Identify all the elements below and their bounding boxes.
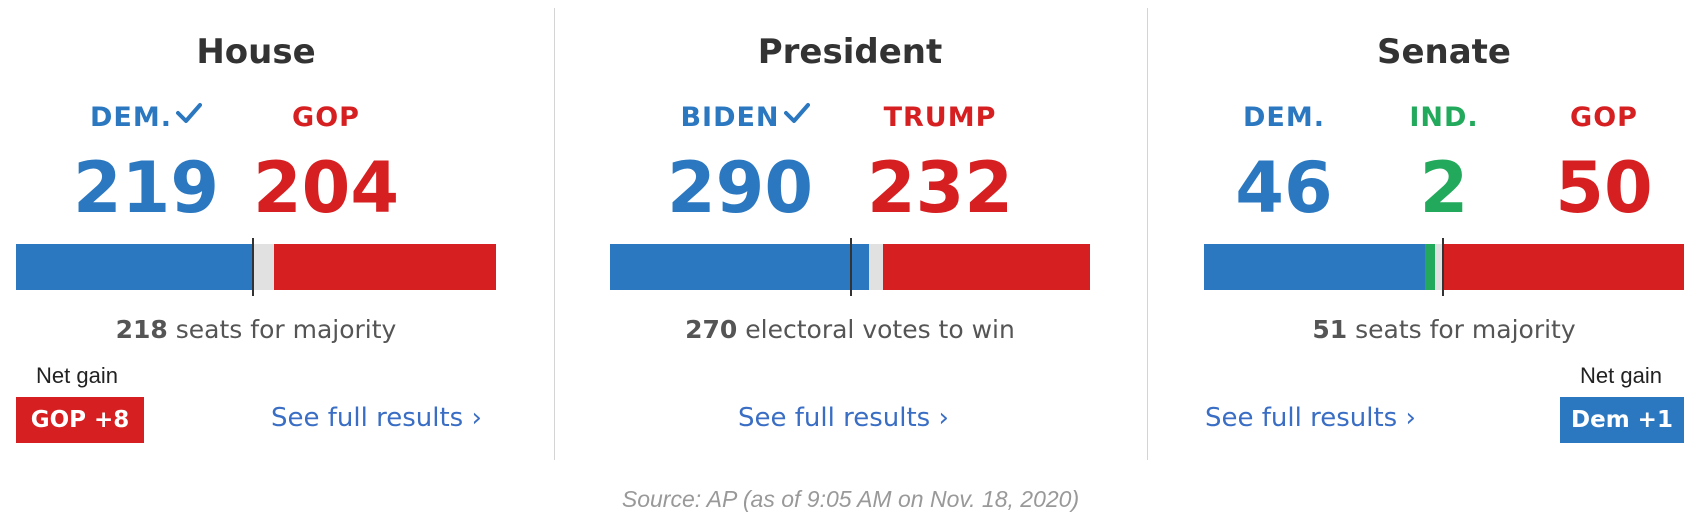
divider: [1147, 8, 1148, 460]
senate-majority-text: 51 seats for majority: [1312, 315, 1576, 344]
senate-dem-bar-segment: [1204, 244, 1425, 290]
house-gop-bar-segment: [274, 244, 496, 290]
president-trump-bar-segment: [883, 244, 1090, 290]
check-icon: [175, 103, 202, 123]
senate-see-full-results-link[interactable]: See full results ›: [1205, 403, 1416, 433]
house-gop-label: GOP: [292, 102, 360, 133]
senate-ind-seats: 2: [1419, 147, 1469, 229]
senate-seat-bar: [1204, 238, 1684, 296]
president-biden-bar-segment: [610, 244, 869, 290]
president-trump-votes: 232: [866, 147, 1014, 229]
president-win-marker: [850, 238, 852, 296]
senate-net-gain-badge: Dem +1: [1560, 397, 1684, 443]
house-net-gain-label: Net gain: [36, 363, 118, 388]
check-icon: [783, 103, 810, 123]
house-dem-seats: 219: [72, 147, 220, 229]
house-majority-text: 218 seats for majority: [115, 315, 397, 344]
president-title: President: [757, 32, 943, 72]
senate-dem-label: DEM.: [1243, 102, 1325, 133]
senate-ind-label: IND.: [1409, 102, 1479, 133]
house-net-gain-badge: GOP +8: [16, 397, 144, 443]
house-majority-marker: [252, 238, 254, 296]
house-see-full-results-link[interactable]: See full results ›: [271, 403, 482, 433]
senate-dem-seats: 46: [1235, 147, 1333, 229]
senate-title: Senate: [1376, 32, 1511, 72]
president-biden-label: BIDEN: [650, 100, 840, 136]
house-gop-seats: 204: [252, 147, 400, 229]
house-dem-bar-segment: [16, 244, 254, 290]
president-panel: President BIDEN TRUMP 290 232 270 electo…: [610, 0, 1090, 460]
house-panel: House DEM. GOP 219 204 218 seats for maj…: [16, 0, 496, 460]
senate-panel: Senate DEM. IND. GOP 46 2 50 51 seats fo…: [1204, 0, 1684, 460]
senate-gop-seats: 50: [1555, 147, 1653, 229]
house-dem-label: DEM.: [76, 100, 216, 136]
divider: [554, 8, 555, 460]
senate-net-gain-label: Net gain: [1580, 363, 1662, 388]
house-title: House: [196, 32, 316, 72]
senate-majority-marker: [1442, 238, 1444, 296]
senate-ind-bar-segment: [1425, 244, 1435, 290]
president-electoral-bar: [610, 238, 1090, 296]
president-biden-votes: 290: [666, 147, 814, 229]
house-seat-bar: [16, 238, 496, 296]
president-majority-text: 270 electoral votes to win: [685, 315, 1015, 344]
president-trump-label: TRUMP: [883, 102, 997, 133]
president-see-full-results-link[interactable]: See full results ›: [738, 403, 949, 433]
senate-gop-bar-segment: [1444, 244, 1684, 290]
source-note: Source: AP (as of 9:05 AM on Nov. 18, 20…: [621, 486, 1080, 512]
senate-gop-label: GOP: [1570, 102, 1638, 133]
